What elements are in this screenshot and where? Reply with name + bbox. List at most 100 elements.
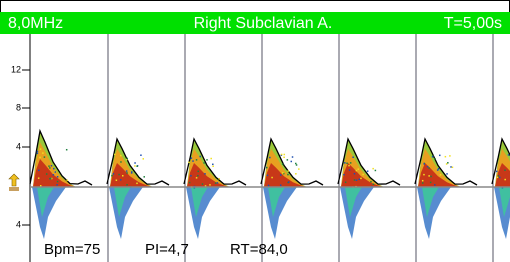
speckle <box>439 155 441 157</box>
speckle <box>499 177 501 179</box>
speckle <box>372 168 374 170</box>
speckle <box>348 165 350 167</box>
speckle <box>375 170 377 172</box>
speckle <box>496 171 498 173</box>
speckle <box>427 166 429 168</box>
speckle <box>437 169 439 171</box>
speckle <box>358 168 360 170</box>
speckle <box>209 184 211 186</box>
speckle <box>210 158 212 160</box>
speckle <box>42 152 44 154</box>
speckle <box>189 182 191 184</box>
speckle <box>449 155 451 157</box>
speckle <box>122 175 124 177</box>
speckle <box>430 176 432 178</box>
speckle <box>296 164 298 166</box>
speckle <box>116 179 118 181</box>
speckle <box>53 174 55 176</box>
speckle <box>423 163 425 165</box>
speckle <box>267 175 269 177</box>
speckle <box>196 159 198 161</box>
speckle <box>504 169 506 171</box>
frequency: 8,0MHz <box>8 15 63 32</box>
speckle <box>271 177 273 179</box>
doppler-screen: 8,0MHz Right Subclavian A. T=5,00s 12 8 … <box>0 0 510 262</box>
resistance: RT=84,0 <box>230 241 288 258</box>
speckle <box>428 167 430 169</box>
speckle <box>291 161 293 163</box>
speckle <box>202 183 204 185</box>
scale-label: 4 <box>16 141 21 151</box>
speckle <box>203 162 205 164</box>
speckle <box>136 165 138 167</box>
speckle <box>284 154 286 156</box>
speckle <box>346 163 348 165</box>
speckle <box>508 154 510 156</box>
speckle <box>422 180 424 182</box>
speckle <box>215 182 217 184</box>
speckle <box>37 151 39 153</box>
speckle <box>356 170 358 172</box>
speckle <box>295 173 297 175</box>
speckle <box>56 184 58 186</box>
speckle <box>373 183 375 185</box>
speckle <box>349 169 351 171</box>
speckle <box>126 172 128 174</box>
speckle <box>49 167 51 169</box>
speckle <box>498 175 500 177</box>
speckle <box>288 181 290 183</box>
speckle <box>292 156 294 158</box>
speckle <box>281 154 283 156</box>
page: 8,0MHz Right Subclavian A. T=5,00s 12 8 … <box>0 0 510 262</box>
speckle <box>118 174 120 176</box>
speckle <box>111 175 113 177</box>
speckle <box>126 184 128 186</box>
speckle <box>212 164 214 166</box>
speckle <box>196 177 198 179</box>
speckle <box>280 184 282 186</box>
speckle <box>438 168 440 170</box>
speckle <box>298 168 300 170</box>
speckle <box>446 173 448 175</box>
speckle <box>428 175 430 177</box>
speckle <box>44 156 46 158</box>
speckle <box>120 161 122 163</box>
speckle <box>120 155 122 157</box>
speckle <box>126 170 128 172</box>
speckle <box>143 176 145 178</box>
speckle <box>198 171 200 173</box>
speckle <box>38 177 40 179</box>
speckle <box>432 156 434 158</box>
scale-label: 12 <box>11 64 21 74</box>
speckle <box>57 176 59 178</box>
speckle <box>352 157 354 159</box>
speckle <box>283 157 285 159</box>
speckle <box>287 174 289 176</box>
speckle <box>140 154 142 156</box>
speckle <box>204 173 206 175</box>
vessel-name: Right Subclavian A. <box>194 15 333 32</box>
speckle <box>362 174 364 176</box>
speckle <box>434 184 436 186</box>
speckle <box>422 182 424 184</box>
top-strip <box>1 1 510 13</box>
speckle <box>39 157 41 159</box>
speckle <box>218 178 220 180</box>
speckle <box>450 166 452 168</box>
speckle <box>345 182 347 184</box>
speckle <box>38 170 40 172</box>
speckle <box>356 179 358 181</box>
scale-label: 8 <box>16 102 21 112</box>
speckle <box>50 178 52 180</box>
speckle <box>217 182 219 184</box>
speckle <box>370 181 372 183</box>
speckle <box>192 160 194 162</box>
speckle <box>288 170 290 172</box>
speckle <box>269 157 271 159</box>
speckle <box>358 179 360 181</box>
speckle <box>344 162 346 164</box>
speckle <box>134 162 136 164</box>
speckle <box>282 172 284 174</box>
speckle <box>134 165 136 167</box>
speckle <box>51 165 53 167</box>
